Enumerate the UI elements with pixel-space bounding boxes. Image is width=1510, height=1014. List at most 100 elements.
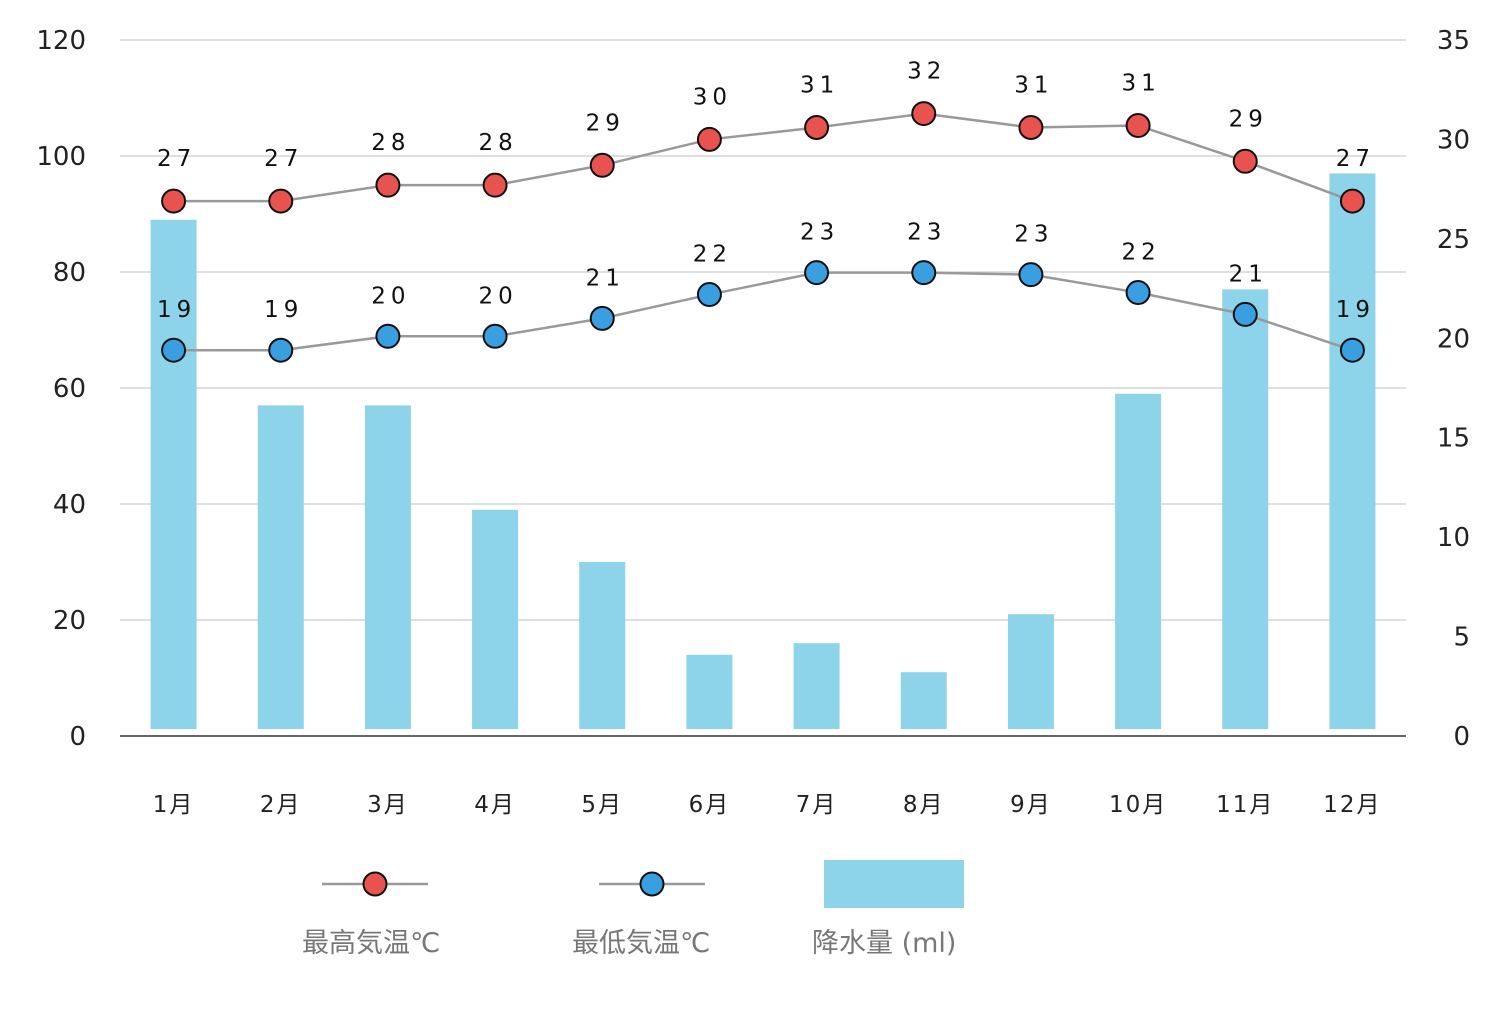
min-temp-point xyxy=(161,337,187,363)
max-temp-label: 31 xyxy=(1014,72,1053,98)
y-left-tick-label: 120 xyxy=(36,26,86,56)
max-temp-point xyxy=(1232,148,1258,174)
min-temp-label: 23 xyxy=(1014,222,1053,248)
x-tick-label: 6月 xyxy=(689,792,731,818)
y-left-tick-label: 20 xyxy=(53,606,86,636)
min-temp-point xyxy=(1018,262,1044,288)
x-tick-label: 8月 xyxy=(903,792,945,818)
precipitation-bar xyxy=(1222,289,1269,729)
max-temp-point xyxy=(911,101,937,127)
x-tick-label: 2月 xyxy=(260,792,302,818)
axes: 0 20 40 60 80 100 120 0 5 10 15 20 25 30 35 1月 2月 3月 4月 5月 6… xyxy=(36,26,1470,818)
y-right-tick-label: 25 xyxy=(1437,225,1470,255)
min-temp-label: 22 xyxy=(693,242,732,268)
max-temp-line xyxy=(173,112,1353,203)
precipitation-bar xyxy=(150,219,197,730)
precipitation-bar xyxy=(793,643,840,729)
legend-precipitation-label: 降水量 (ml) xyxy=(812,928,956,959)
max-temp-label: 29 xyxy=(586,110,625,136)
x-tick-label: 12月 xyxy=(1323,792,1381,818)
legend-precipitation-swatch xyxy=(824,860,964,908)
min-temp-point xyxy=(1339,337,1365,363)
max-temp-point xyxy=(804,114,830,140)
max-temp-label: 30 xyxy=(693,84,732,110)
y-right-tick-label: 5 xyxy=(1453,623,1470,653)
max-temp-point xyxy=(1018,114,1044,140)
precipitation-bar xyxy=(472,509,519,729)
y-right-tick-label: 20 xyxy=(1437,324,1470,354)
min-temp-label: 20 xyxy=(371,283,410,309)
precipitation-bars xyxy=(150,173,1376,730)
precipitation-bar xyxy=(1115,393,1162,729)
min-temp-point xyxy=(375,323,401,349)
max-temp-label: 29 xyxy=(1229,106,1268,132)
x-tick-label: 3月 xyxy=(367,792,409,818)
data-labels: 27 27 28 28 29 30 31 32 31 31 29 27 19 19 20 20 21 22 23 23… xyxy=(157,59,1375,324)
legend-min-temp-marker xyxy=(639,871,665,897)
x-tick-label: 7月 xyxy=(796,792,838,818)
max-temp-point xyxy=(1339,188,1365,214)
precipitation-bar xyxy=(579,562,626,729)
x-tick-label: 4月 xyxy=(474,792,516,818)
max-temp-point xyxy=(1125,113,1151,139)
max-temp-point xyxy=(375,172,401,198)
max-temp-label: 28 xyxy=(478,130,517,156)
min-temp-label: 19 xyxy=(1336,297,1375,323)
max-temp-label: 31 xyxy=(1121,71,1160,97)
min-temp-point xyxy=(1232,301,1258,327)
min-temp-point xyxy=(804,260,830,286)
min-temp-label: 20 xyxy=(478,283,517,309)
min-temp-point xyxy=(482,323,508,349)
max-temp-point xyxy=(268,188,294,214)
precipitation-bar xyxy=(1329,173,1376,729)
min-temp-line xyxy=(173,271,1353,352)
x-tick-label: 10月 xyxy=(1109,792,1167,818)
min-temp-point xyxy=(1125,280,1151,306)
min-temp-point xyxy=(589,305,615,331)
temperature-lines xyxy=(173,112,1353,352)
y-right-tick-label: 0 xyxy=(1453,722,1470,752)
y-right-tick-label: 35 xyxy=(1437,26,1470,56)
x-tick-label: 9月 xyxy=(1010,792,1052,818)
grid-lines xyxy=(120,39,1406,621)
max-temp-label: 27 xyxy=(264,146,303,172)
max-temp-label: 32 xyxy=(907,59,946,85)
y-left-tick-label: 80 xyxy=(53,258,86,288)
y-left-tick-label: 0 xyxy=(69,722,86,752)
max-temp-point xyxy=(482,172,508,198)
max-temp-label: 31 xyxy=(800,72,839,98)
y-right-tick-label: 15 xyxy=(1437,424,1470,454)
min-temp-label: 21 xyxy=(1229,261,1268,287)
min-temp-point xyxy=(911,260,937,286)
max-temp-label: 27 xyxy=(157,146,196,172)
legend-min-temp-label: 最低気温℃ xyxy=(572,928,710,959)
precipitation-bar xyxy=(1007,614,1054,729)
min-temp-label: 21 xyxy=(586,265,625,291)
min-temp-point xyxy=(696,282,722,308)
min-temp-label: 19 xyxy=(157,297,196,323)
y-left-tick-label: 40 xyxy=(53,490,86,520)
legend-max-temp-label: 最高気温℃ xyxy=(302,928,440,959)
legend-max-temp-marker xyxy=(362,871,388,897)
y-left-tick-label: 60 xyxy=(53,374,86,404)
precipitation-bar xyxy=(257,405,304,729)
legend: 最高気温℃ 最低気温℃ 降水量 (ml) xyxy=(302,860,964,959)
y-left-tick-label: 100 xyxy=(36,142,86,172)
x-tick-label: 5月 xyxy=(581,792,623,818)
x-tick-label: 11月 xyxy=(1216,792,1274,818)
y-right-tick-label: 10 xyxy=(1437,523,1470,553)
precipitation-bar xyxy=(686,654,733,729)
max-temp-point xyxy=(696,126,722,152)
min-temp-label: 22 xyxy=(1121,240,1160,266)
min-temp-point xyxy=(268,337,294,363)
max-temp-label: 28 xyxy=(371,130,410,156)
precipitation-bar xyxy=(900,672,947,729)
min-temp-label: 23 xyxy=(800,220,839,246)
max-temp-label: 27 xyxy=(1336,146,1375,172)
max-temp-point xyxy=(589,152,615,178)
max-temp-point xyxy=(161,188,187,214)
temperature-markers xyxy=(161,101,1365,363)
min-temp-label: 23 xyxy=(907,220,946,246)
